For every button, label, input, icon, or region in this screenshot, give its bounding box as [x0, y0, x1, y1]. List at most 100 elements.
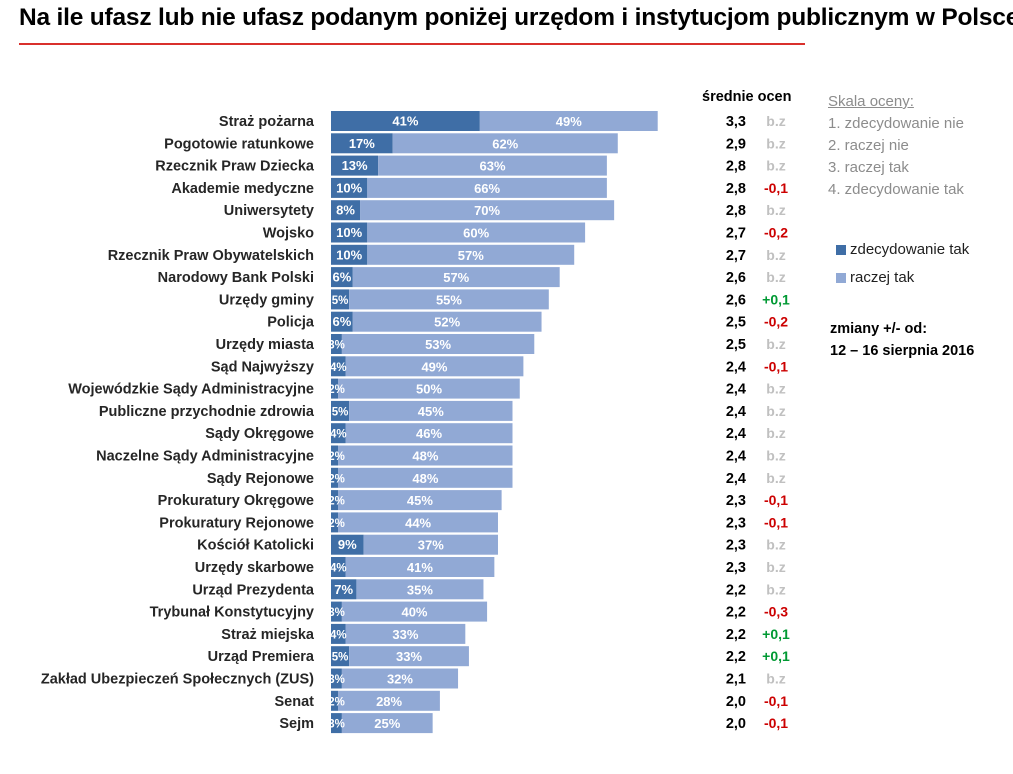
scale-item: 4. zdecydowanie tak: [828, 181, 964, 198]
data-label-strong: 8%: [336, 203, 355, 218]
bar-strong: [331, 356, 346, 377]
category-label: Urząd Prezydenta: [192, 582, 315, 598]
data-label-light: 33%: [396, 649, 422, 664]
data-label-light: 53%: [425, 337, 451, 352]
data-label-strong: 2%: [328, 473, 345, 485]
legend-swatch-strong: [836, 244, 846, 255]
bar-light: [345, 356, 524, 377]
average-value: 2,1: [726, 672, 746, 688]
bar-light: [338, 467, 513, 488]
average-value: 2,0: [726, 694, 746, 710]
average-value: 2,8: [726, 159, 746, 175]
category-label: Urząd Premiera: [208, 649, 315, 665]
category-label: Urzędy skarbowe: [195, 560, 314, 576]
change-value: b.z: [766, 135, 785, 151]
change-value: b.z: [766, 113, 785, 129]
average-value: 2,5: [726, 337, 746, 353]
category-label: Kościół Katolicki: [197, 538, 314, 554]
data-label-strong: 10%: [336, 247, 362, 262]
category-label: Urzędy gminy: [219, 292, 314, 308]
changes-note-line2: 12 – 16 sierpnia 2016: [830, 343, 975, 359]
average-value: 2,8: [726, 203, 746, 219]
category-label: Akademie medyczne: [171, 181, 314, 197]
category-label: Rzecznik Praw Obywatelskich: [108, 248, 314, 264]
category-label: Sądy Rejonowe: [207, 471, 314, 487]
bar-strong: [331, 400, 350, 421]
bar-light: [349, 646, 469, 667]
change-value: b.z: [766, 448, 785, 464]
data-label-light: 49%: [556, 114, 582, 129]
data-label-strong: 10%: [336, 225, 362, 240]
title-underline: [19, 43, 805, 45]
average-value: 2,4: [726, 449, 746, 465]
bar-light: [345, 623, 466, 644]
bar-light: [349, 400, 513, 421]
changes-note: zmiany +/- od: 12 – 16 sierpnia 2016: [830, 318, 974, 362]
change-value: b.z: [766, 537, 785, 553]
change-value: b.z: [766, 671, 785, 687]
data-label-light: 37%: [418, 538, 444, 553]
average-value: 2,5: [726, 315, 746, 331]
legend-label-light: raczej tak: [850, 269, 915, 286]
data-label-light: 48%: [412, 449, 438, 464]
data-label-strong: 3%: [328, 340, 345, 352]
bar-strong: [331, 289, 350, 310]
data-label-strong: 5%: [332, 406, 349, 418]
change-value: b.z: [766, 158, 785, 174]
data-label-strong: 6%: [332, 314, 351, 329]
category-label: Prokuratury Rejonowe: [159, 515, 314, 531]
bar-strong: [331, 155, 379, 176]
data-label-light: 52%: [434, 315, 460, 330]
change-value: -0,3: [764, 604, 788, 620]
data-label-light: 63%: [480, 159, 506, 174]
change-value: -0,1: [764, 693, 788, 709]
bar-light: [363, 534, 498, 555]
category-label: Senat: [275, 694, 315, 710]
data-label-light: 28%: [376, 694, 402, 709]
bar-strong: [331, 490, 339, 511]
bar-light: [338, 490, 502, 511]
bar-strong: [331, 623, 346, 644]
bar-strong: [331, 177, 368, 198]
averages-header: średnie ocen: [702, 89, 792, 105]
category-label: Wojewódzkie Sądy Administracyjne: [68, 382, 314, 398]
category-label: Sąd Najwyższy: [211, 359, 314, 375]
average-value: 2,3: [726, 493, 746, 509]
change-value: b.z: [766, 403, 785, 419]
scale-item: 3. raczej tak: [828, 159, 909, 176]
data-label-light: 41%: [407, 560, 433, 575]
change-value: b.z: [766, 381, 785, 397]
bar-light: [345, 423, 513, 444]
bar-strong: [331, 467, 339, 488]
average-value: 2,8: [726, 181, 746, 197]
category-label: Naczelne Sądy Administracyjne: [96, 449, 314, 465]
change-value: -0,1: [764, 715, 788, 731]
category-label: Trybunał Konstytucyjny: [150, 605, 314, 621]
average-value: 2,0: [726, 716, 746, 732]
average-value: 2,7: [726, 248, 746, 264]
data-label-strong: 2%: [328, 696, 345, 708]
bar-light: [360, 200, 615, 221]
change-value: b.z: [766, 425, 785, 441]
legend-item-strong: zdecydowanie tak: [836, 241, 969, 258]
data-label-light: 57%: [443, 270, 469, 285]
data-label-light: 55%: [436, 292, 462, 307]
data-label-light: 40%: [401, 605, 427, 620]
category-label: Straż pożarna: [219, 114, 315, 130]
data-label-strong: 10%: [336, 180, 362, 195]
bar-strong: [331, 512, 339, 533]
data-label-strong: 4%: [330, 563, 347, 575]
data-label-strong: 4%: [330, 629, 347, 641]
bar-light: [479, 111, 658, 131]
change-value: b.z: [766, 269, 785, 285]
bar-strong: [331, 334, 342, 354]
change-value: -0,1: [764, 358, 788, 374]
data-label-strong: 4%: [330, 362, 347, 374]
data-label-light: 66%: [474, 181, 500, 196]
change-value: +0,1: [762, 626, 790, 642]
change-value: +0,1: [762, 291, 790, 307]
bar-light: [345, 557, 495, 577]
data-label-strong: 2%: [328, 451, 345, 463]
data-label-light: 57%: [458, 248, 484, 263]
bar-light: [367, 244, 575, 265]
